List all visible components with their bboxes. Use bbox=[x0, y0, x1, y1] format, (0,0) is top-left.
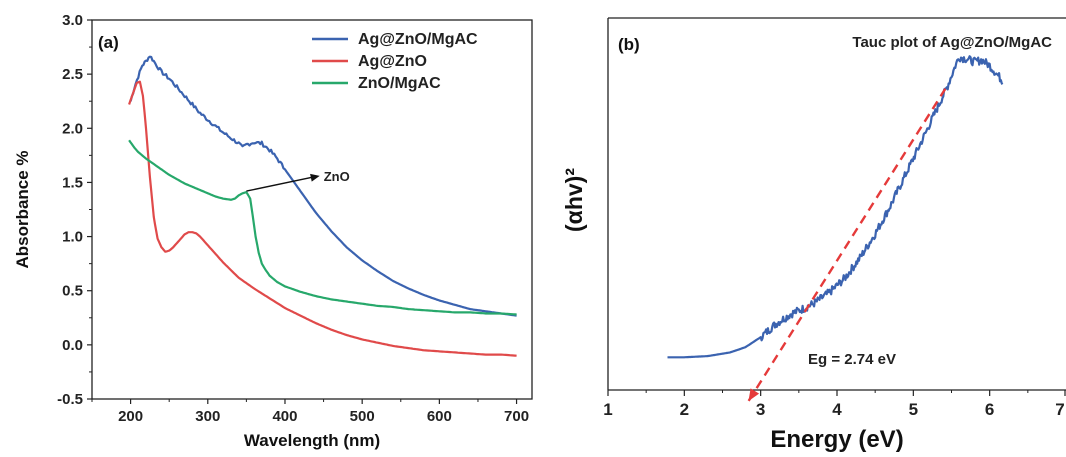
x-tick-label-a: 500 bbox=[350, 408, 375, 425]
x-axis-title-a: Wavelength (nm) bbox=[244, 431, 380, 450]
y-axis-title-b: (αhv)² bbox=[561, 168, 587, 232]
y-tick-label-a: 0.5 bbox=[62, 283, 83, 300]
series-line-zno-mgac bbox=[128, 139, 517, 316]
series-line-tauc bbox=[667, 55, 1004, 359]
annotation-eg: Eg = 2.74 eV bbox=[808, 351, 896, 368]
annotation-arrow-head bbox=[310, 173, 320, 182]
x-tick-label-a: 600 bbox=[427, 408, 452, 425]
legend-label-a: ZnO/MgAC bbox=[358, 75, 441, 92]
y-tick-label-a: -0.5 bbox=[57, 391, 83, 408]
fit-line-dashed bbox=[747, 88, 947, 402]
plot-frame-a bbox=[91, 19, 533, 400]
chart-title-b: Tauc plot of Ag@ZnO/MgAC bbox=[852, 34, 1052, 51]
panel-label-b: (b) bbox=[618, 35, 640, 54]
y-tick-label-a: 3.0 bbox=[62, 12, 83, 29]
x-tick-label-a: 300 bbox=[195, 408, 220, 425]
panel-a-uv-vis: 200 300 400 500 600 700 -0.5 0.0 0.5 1.0 1.5 2.0 2.5… bbox=[13, 12, 533, 450]
x-tick-label-b: 3 bbox=[756, 400, 765, 419]
annotation-arrow-line bbox=[246, 176, 314, 192]
x-tick-label-b: 7 bbox=[1055, 400, 1064, 419]
x-axis-title-b: Energy (eV) bbox=[770, 426, 903, 453]
y-tick-label-a: 0.0 bbox=[62, 337, 83, 354]
y-axis-title-a: Absorbance % bbox=[13, 150, 32, 268]
x-tick-label-b: 1 bbox=[603, 400, 612, 419]
x-tick-label-b: 6 bbox=[985, 400, 994, 419]
panel-label-a: (a) bbox=[98, 33, 119, 52]
legend-label-a: Ag@ZnO/MgAC bbox=[358, 31, 478, 48]
y-tick-label-a: 2.5 bbox=[62, 66, 83, 83]
series-line-ag-zno-mgac bbox=[129, 55, 517, 317]
x-tick-label-b: 5 bbox=[909, 400, 918, 419]
y-tick-label-a: 2.0 bbox=[62, 120, 83, 137]
y-tick-label-a: 1.0 bbox=[62, 229, 83, 246]
x-tick-label-a: 400 bbox=[272, 408, 297, 425]
x-tick-label-a: 700 bbox=[504, 408, 529, 425]
x-tick-label-b: 2 bbox=[680, 400, 689, 419]
series-line-ag-zno bbox=[128, 80, 517, 357]
legend-label-a: Ag@ZnO bbox=[358, 53, 427, 70]
fit-arrow-head bbox=[748, 388, 760, 402]
panel-b-tauc: 1 2 3 4 5 6 7 Energy (eV) (αhv)² (b) Tauc plot of … bbox=[561, 17, 1066, 453]
annotation-label-zno: ZnO bbox=[324, 169, 350, 184]
y-tick-label-a: 1.5 bbox=[62, 174, 83, 191]
x-tick-label-a: 200 bbox=[118, 408, 143, 425]
x-tick-label-b: 4 bbox=[832, 400, 842, 419]
